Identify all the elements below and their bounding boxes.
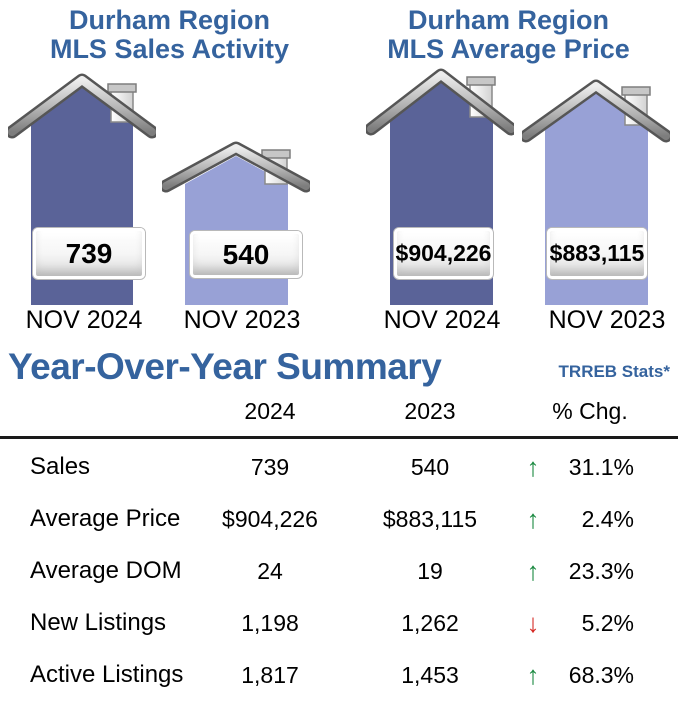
price-chart-title: Durham Region MLS Average Price: [339, 6, 678, 63]
value-2024: $904,226: [222, 505, 318, 532]
value-plaque-sales-2023: 540: [190, 231, 302, 278]
summary-column-headers: 2024 2023 % Chg.: [0, 398, 678, 428]
percent-change: 23.3%: [568, 557, 634, 584]
percent-change: 2.4%: [581, 505, 634, 532]
trend-up-icon: ↑: [526, 504, 540, 534]
table-row-sales: Sales 739 540 ↑ 31.1%: [0, 441, 678, 493]
value-plaque-sales-2024: 739: [33, 228, 145, 279]
summary-title: Year-Over-Year Summary: [8, 346, 442, 387]
row-label: Active Listings: [30, 661, 184, 688]
percent-change-cell: ↑ 31.1%: [510, 454, 678, 481]
trend-up-icon: ↑: [526, 556, 540, 586]
sales-chart-title-line1: Durham Region: [68, 5, 270, 35]
house-shape: [159, 141, 313, 305]
row-label: Sales: [30, 453, 91, 480]
table-row-active-listings: Active Listings 1,817 1,453 ↑ 68.3%: [0, 649, 678, 701]
trend-up-icon: ↑: [526, 660, 540, 690]
percent-change-cell: ↑ 2.4%: [510, 506, 678, 533]
sales-chart-title: Durham Region MLS Sales Activity: [0, 6, 339, 63]
chimney-cap: [621, 86, 651, 96]
percent-change-cell: ↑ 68.3%: [510, 662, 678, 689]
value-2023: 1,262: [401, 609, 459, 636]
roof-highlight: [367, 71, 515, 133]
table-row-average-dom: Average DOM 24 19 ↑ 23.3%: [0, 545, 678, 597]
value-2024: 739: [250, 453, 290, 480]
value-2023: 540: [410, 453, 450, 480]
value-2023: 19: [417, 557, 443, 584]
summary-table: Sales 739 540 ↑ 31.1% Average Price $904…: [0, 441, 678, 701]
column-header-2024: 2024: [244, 398, 296, 424]
table-row-new-listings: New Listings 1,198 1,262 ↓ 5.2%: [0, 597, 678, 649]
category-label-price-2024: NOV 2024: [383, 306, 501, 334]
roof-highlight: [522, 82, 670, 140]
row-label: Average DOM: [30, 557, 182, 584]
chimney-cap: [107, 83, 137, 93]
chimney-cap: [261, 149, 291, 159]
table-row-average-price: Average Price $904,226 $883,115 ↑ 2.4%: [0, 493, 678, 545]
trend-up-icon: ↑: [526, 452, 540, 482]
column-header-2023: 2023: [404, 398, 456, 424]
price-chart-title-line1: Durham Region: [407, 5, 609, 35]
row-label: New Listings: [30, 609, 167, 636]
value-2024: 1,198: [241, 609, 299, 636]
percent-change: 31.1%: [568, 453, 634, 480]
header-divider-line: [0, 436, 678, 439]
chimney-cap: [466, 76, 496, 86]
value-2024: 1,817: [241, 661, 299, 688]
value-2023: 1,453: [401, 661, 459, 688]
value-plaque-price-2023: $883,115: [547, 228, 647, 279]
house-bar-sales-2023: [159, 140, 313, 305]
value-plaque-price-2024: $904,226: [394, 228, 493, 279]
row-label: Average Price: [30, 505, 181, 532]
stats-source-note: TRREB Stats*: [558, 362, 670, 381]
roof-highlight: [8, 76, 156, 136]
column-header-pct-chg: % Chg.: [552, 398, 628, 424]
value-2024: 24: [257, 557, 283, 584]
percent-change-cell: ↓ 5.2%: [510, 610, 678, 637]
roof-highlight: [162, 144, 310, 190]
price-chart-title-line2: MLS Average Price: [387, 33, 630, 64]
percent-change: 5.2%: [581, 609, 634, 636]
sales-chart-title-line2: MLS Sales Activity: [49, 33, 290, 64]
percent-change: 68.3%: [568, 661, 634, 688]
value-2023: $883,115: [382, 505, 478, 532]
percent-change-cell: ↑ 23.3%: [510, 558, 678, 585]
category-label-price-2023: NOV 2023: [548, 306, 666, 334]
category-label-sales-2024: NOV 2024: [25, 306, 143, 334]
category-label-sales-2023: NOV 2023: [183, 306, 301, 334]
trend-down-icon: ↓: [526, 608, 540, 638]
